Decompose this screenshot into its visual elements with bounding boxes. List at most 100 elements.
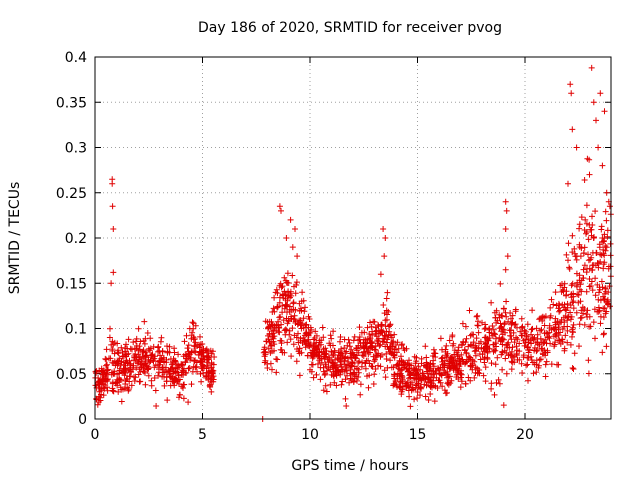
data-point bbox=[454, 369, 461, 376]
data-point bbox=[422, 343, 429, 350]
data-point bbox=[503, 370, 510, 377]
y-tick-label: 0 bbox=[78, 412, 87, 428]
data-point bbox=[296, 372, 303, 379]
data-point bbox=[171, 349, 178, 356]
data-point bbox=[460, 338, 467, 345]
data-point bbox=[196, 341, 203, 348]
data-point bbox=[577, 298, 584, 305]
data-point bbox=[298, 349, 305, 356]
data-point bbox=[322, 354, 329, 360]
data-point bbox=[593, 117, 599, 124]
data-point bbox=[155, 348, 161, 355]
data-point bbox=[510, 329, 517, 336]
data-point bbox=[484, 354, 491, 361]
data-point bbox=[458, 342, 465, 349]
data-point bbox=[118, 398, 125, 405]
data-point bbox=[271, 294, 278, 301]
data-point bbox=[383, 339, 390, 346]
data-point bbox=[369, 338, 376, 345]
data-point bbox=[135, 359, 142, 366]
data-point bbox=[589, 213, 595, 220]
data-point bbox=[488, 380, 495, 387]
data-point bbox=[346, 362, 353, 369]
data-point bbox=[566, 265, 573, 272]
data-point bbox=[590, 99, 597, 106]
data-point bbox=[561, 347, 568, 354]
data-point bbox=[465, 353, 472, 360]
data-point bbox=[363, 357, 370, 364]
data-point bbox=[441, 387, 448, 394]
data-point bbox=[145, 356, 152, 363]
data-point bbox=[391, 352, 398, 359]
data-point bbox=[95, 381, 102, 388]
data-point bbox=[583, 230, 589, 237]
data-point bbox=[601, 296, 607, 303]
data-point bbox=[140, 368, 147, 375]
data-point bbox=[204, 363, 211, 369]
data-point bbox=[185, 399, 192, 406]
data-point bbox=[589, 267, 595, 274]
data-point bbox=[599, 235, 606, 241]
data-point bbox=[410, 386, 417, 393]
data-point bbox=[535, 364, 542, 371]
data-point bbox=[492, 314, 499, 321]
data-point bbox=[401, 347, 408, 354]
data-point bbox=[493, 379, 500, 386]
data-point bbox=[199, 363, 206, 370]
data-point bbox=[449, 342, 456, 349]
data-point bbox=[543, 358, 550, 365]
data-point bbox=[394, 375, 401, 382]
data-point bbox=[364, 324, 371, 331]
data-point bbox=[569, 126, 576, 133]
data-point bbox=[512, 308, 519, 315]
data-point bbox=[463, 335, 470, 342]
data-point bbox=[603, 244, 610, 251]
data-point bbox=[462, 380, 469, 387]
data-point bbox=[351, 372, 358, 378]
data-point bbox=[267, 349, 274, 356]
data-point bbox=[586, 276, 593, 282]
data-point bbox=[557, 319, 564, 326]
data-point bbox=[305, 336, 311, 343]
data-point bbox=[518, 332, 525, 339]
data-point bbox=[153, 403, 160, 409]
data-point bbox=[564, 339, 571, 346]
data-point bbox=[347, 350, 354, 357]
data-point bbox=[278, 207, 284, 214]
data-point bbox=[344, 361, 351, 368]
data-point bbox=[147, 345, 154, 352]
data-point bbox=[499, 341, 506, 348]
data-point bbox=[412, 367, 419, 374]
data-point bbox=[107, 355, 114, 362]
data-point bbox=[570, 305, 577, 312]
data-point bbox=[583, 269, 590, 276]
data-point bbox=[564, 317, 571, 324]
data-point bbox=[576, 321, 583, 328]
data-point bbox=[588, 226, 595, 233]
data-point bbox=[444, 374, 451, 381]
data-point bbox=[279, 309, 286, 316]
data-point bbox=[453, 374, 460, 380]
data-point bbox=[562, 306, 569, 313]
data-point bbox=[382, 374, 389, 381]
data-point bbox=[342, 376, 349, 383]
data-point bbox=[327, 381, 334, 388]
data-point bbox=[348, 346, 355, 353]
data-point bbox=[396, 384, 403, 391]
y-tick-label: 0.1 bbox=[65, 322, 87, 338]
data-point bbox=[332, 352, 338, 358]
data-point bbox=[486, 345, 493, 352]
data-point bbox=[337, 334, 344, 340]
data-point bbox=[538, 326, 545, 333]
data-point bbox=[436, 370, 443, 377]
data-point bbox=[333, 372, 340, 379]
data-point bbox=[602, 243, 609, 249]
data-point bbox=[114, 340, 121, 347]
data-point bbox=[597, 251, 604, 258]
data-point bbox=[186, 325, 193, 332]
data-point bbox=[157, 359, 164, 366]
data-point bbox=[341, 357, 348, 364]
data-point bbox=[427, 360, 434, 367]
data-point bbox=[516, 348, 523, 355]
data-point bbox=[359, 352, 366, 359]
